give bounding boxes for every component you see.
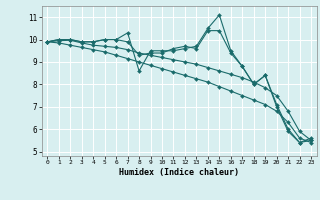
X-axis label: Humidex (Indice chaleur): Humidex (Indice chaleur)	[119, 168, 239, 177]
